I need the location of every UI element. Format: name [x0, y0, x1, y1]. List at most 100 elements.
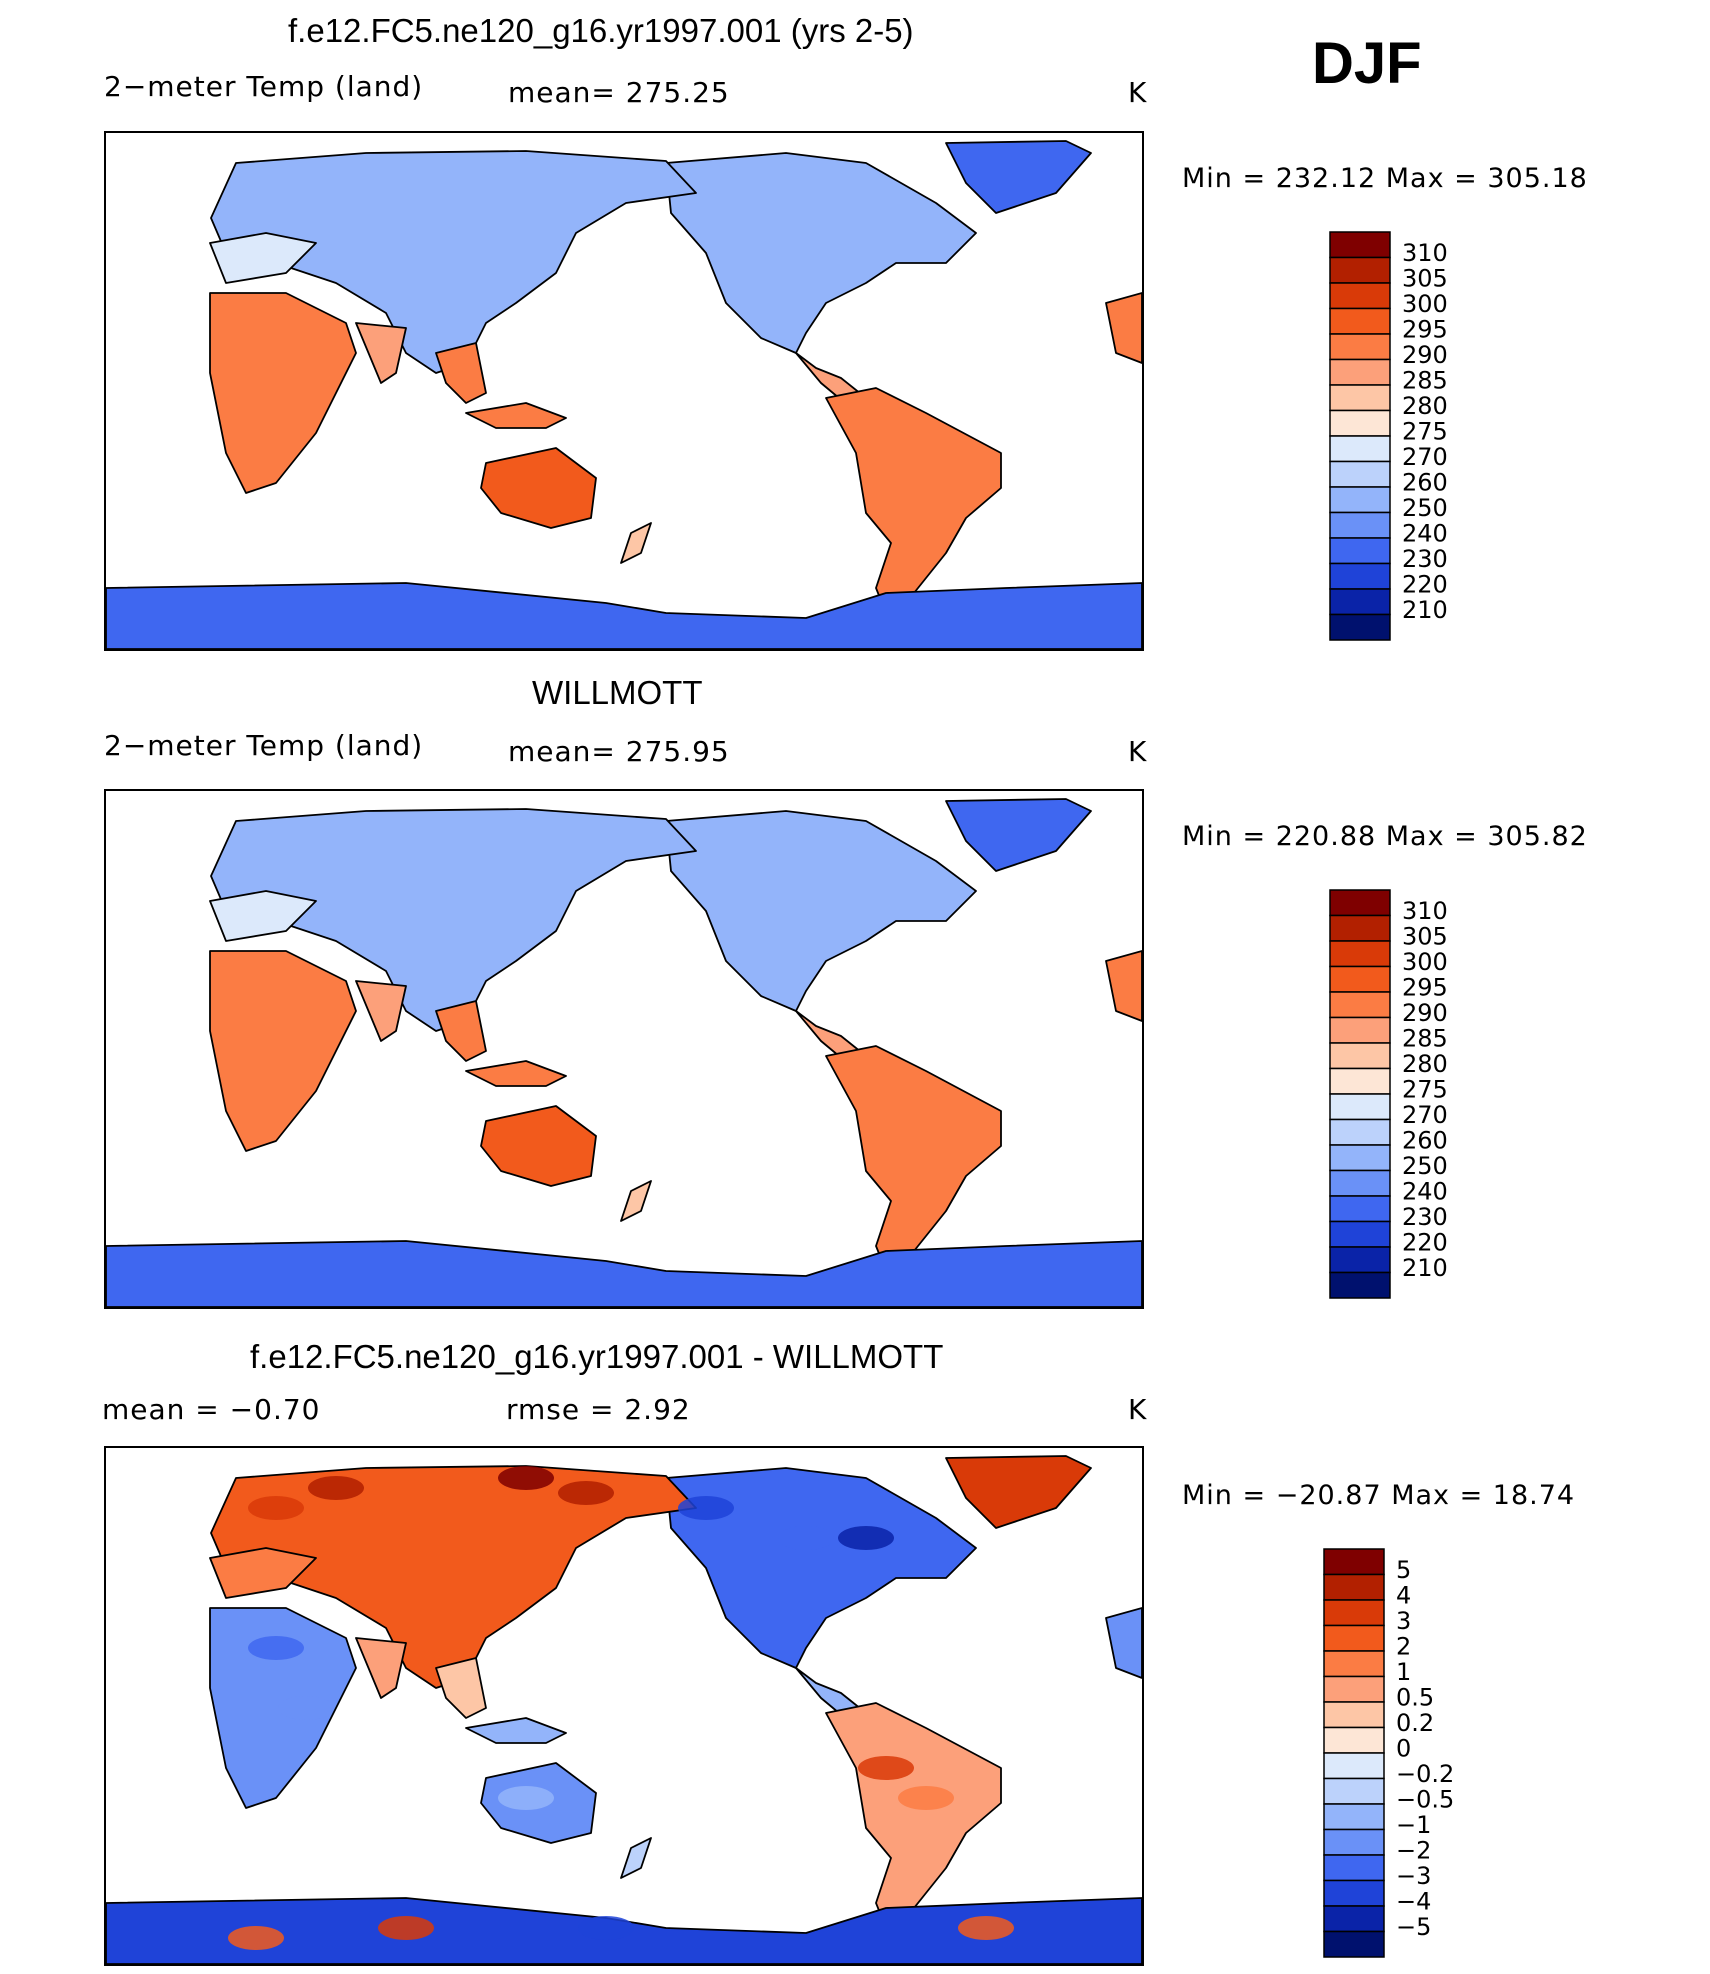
anomaly-blob: [378, 1496, 434, 1520]
colorbar-swatch: [1323, 1905, 1385, 1933]
colorbar-swatch: [1329, 256, 1391, 284]
panel-2-map: [104, 789, 1144, 1309]
colorbar-swatch: [1329, 1246, 1391, 1274]
colorbar-swatch: [1329, 307, 1391, 335]
land-region-seasia: [435, 1657, 487, 1719]
land-region-westafrica_r: [1105, 1607, 1142, 1679]
land-region-australia: [480, 1105, 597, 1187]
anomaly-blob: [498, 1466, 554, 1490]
colorbar-tick-label: 210: [1402, 1254, 1448, 1282]
colorbar-swatch: [1323, 1803, 1385, 1831]
panel-1-units: K: [1128, 76, 1148, 109]
colorbar-swatch: [1329, 1093, 1391, 1121]
panel-1-title: f.e12.FC5.ne120_g16.yr1997.001 (yrs 2-5): [288, 12, 914, 49]
colorbar-tick-label: −2: [1396, 1836, 1431, 1864]
colorbar-swatch: [1329, 435, 1391, 463]
anomaly-blob: [778, 1526, 834, 1550]
colorbar-swatch: [1329, 460, 1391, 488]
colorbar-tick-label: 295: [1402, 315, 1448, 343]
colorbar-swatch: [1323, 1854, 1385, 1882]
anomaly-blob: [578, 1916, 634, 1940]
panel-2-minmax: Min = 220.88 Max = 305.82: [1182, 821, 1588, 852]
land-region-namerica: [665, 152, 977, 354]
colorbar-tick-label: −3: [1396, 1862, 1431, 1890]
colorbar-swatch: [1329, 940, 1391, 968]
colorbar-tick-label: 270: [1402, 443, 1448, 471]
colorbar-swatch: [1329, 1271, 1391, 1299]
colorbar-swatch: [1329, 1144, 1391, 1172]
colorbar-tick-label: 300: [1402, 290, 1448, 318]
colorbar-tick-label: 280: [1402, 392, 1448, 420]
panel-3-mean: mean = −0.70: [102, 1393, 321, 1426]
panel-1-mean: mean= 275.25: [508, 76, 730, 109]
colorbar-tick-label: 250: [1402, 494, 1448, 522]
land-region-indonesia: [465, 1060, 567, 1087]
colorbar-swatch: [1329, 1042, 1391, 1070]
colorbar-tick-label: −0.2: [1396, 1760, 1454, 1788]
colorbar-swatch: [1323, 1650, 1385, 1678]
colorbar-swatch: [1329, 613, 1391, 641]
colorbar-swatch: [1323, 1624, 1385, 1652]
colorbar-tick-label: 0.5: [1396, 1683, 1434, 1711]
panel-3-colorbar: 5 4 3 2 1 0.5 0.2 0 −0.2 −0.5 −1 −2 −3 −4 −5: [1322, 1547, 1472, 1958]
colorbar-swatch: [1323, 1701, 1385, 1729]
colorbar-tick-label: −1: [1396, 1811, 1431, 1839]
panel-3-units: K: [1128, 1393, 1148, 1426]
panel-1-colorbar: 310 305 300 295 290 285 280 275 270 260 250 240 230 2…: [1328, 230, 1468, 641]
land-region-antarctica: [106, 582, 1142, 649]
panel-1-variable: 2−meter Temp (land): [104, 70, 424, 103]
colorbar-tick-label: 220: [1402, 1228, 1448, 1256]
anomaly-blob: [308, 1476, 364, 1500]
panel-2-mean: mean= 275.95: [508, 735, 730, 768]
colorbar-tick-label: 4: [1396, 1581, 1411, 1609]
colorbar-swatch: [1323, 1752, 1385, 1780]
land-region-india: [355, 980, 407, 1042]
colorbar-swatch: [1323, 1573, 1385, 1601]
colorbar-tick-label: 3: [1396, 1607, 1411, 1635]
colorbar-svg: 3103053002952902852802752702602502402302…: [1329, 231, 1448, 641]
colorbar-swatch: [1329, 1220, 1391, 1248]
land-region-australia: [480, 447, 597, 529]
colorbar-tick-label: 310: [1402, 897, 1448, 925]
land-region-namerica: [665, 1467, 977, 1669]
land-region-europe_sw: [209, 1547, 317, 1599]
colorbar-tick-label: 250: [1402, 1152, 1448, 1180]
colorbar-tick-label: 305: [1402, 922, 1448, 950]
colorbar-swatch: [1329, 914, 1391, 942]
colorbar-tick-label: 210: [1402, 596, 1448, 624]
panel-2-units: K: [1128, 735, 1148, 768]
land-region-nz: [620, 1837, 652, 1879]
land-region-nz: [620, 522, 652, 564]
colorbar-swatch: [1329, 889, 1391, 917]
panel-3-title: f.e12.FC5.ne120_g16.yr1997.001 - WILLMOT…: [250, 1338, 944, 1375]
colorbar-tick-label: 240: [1402, 519, 1448, 547]
panel-2-variable: 2−meter Temp (land): [104, 729, 424, 762]
colorbar-swatch: [1329, 1016, 1391, 1044]
land-region-seasia: [435, 342, 487, 404]
colorbar-tick-label: 230: [1402, 1203, 1448, 1231]
colorbar-tick-label: −5: [1396, 1913, 1431, 1941]
colorbar-swatch: [1329, 384, 1391, 412]
colorbar-swatch: [1323, 1548, 1385, 1576]
colorbar-tick-label: −0.5: [1396, 1785, 1454, 1813]
colorbar-tick-label: −4: [1396, 1887, 1431, 1915]
colorbar-tick-label: 240: [1402, 1177, 1448, 1205]
colorbar-swatch: [1329, 282, 1391, 310]
panel-2-title: WILLMOTT: [532, 674, 703, 711]
colorbar-tick-label: 285: [1402, 366, 1448, 394]
anomaly-blob: [838, 1526, 894, 1550]
land-region-africa: [209, 292, 357, 494]
anomaly-blob: [898, 1786, 954, 1810]
colorbar-tick-label: 260: [1402, 468, 1448, 496]
colorbar-swatch: [1329, 511, 1391, 539]
anomaly-blob: [958, 1916, 1014, 1940]
land-region-samerica: [825, 387, 1002, 614]
land-region-greenland: [945, 798, 1092, 872]
colorbar-tick-label: 275: [1402, 1075, 1448, 1103]
colorbar-swatch: [1329, 486, 1391, 514]
anomaly-blob: [278, 1696, 334, 1720]
colorbar-swatch: [1329, 1169, 1391, 1197]
land-region-westafrica_r: [1105, 292, 1142, 364]
colorbar-swatch: [1329, 562, 1391, 590]
